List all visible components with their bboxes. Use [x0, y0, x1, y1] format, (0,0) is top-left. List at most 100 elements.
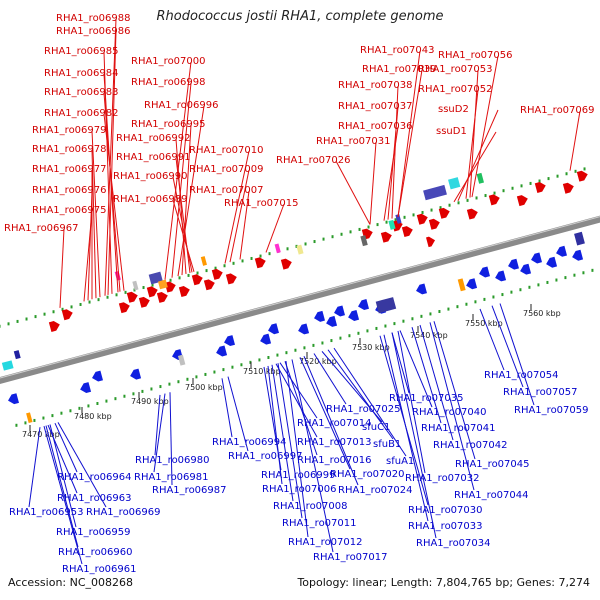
- feature-box-teal[interactable]: [388, 219, 396, 230]
- top-gene-label[interactable]: RHA1_ro06992: [116, 133, 191, 144]
- reverse-gene-arrow[interactable]: [130, 368, 142, 380]
- forward-gene-arrow[interactable]: [138, 296, 150, 308]
- forward-gene-arrow[interactable]: [146, 286, 158, 298]
- top-gene-label[interactable]: RHA1_ro07007: [189, 185, 264, 196]
- bottom-gene-label[interactable]: sfuA1: [386, 456, 414, 467]
- bottom-gene-label[interactable]: RHA1_ro07044: [454, 490, 529, 501]
- bottom-gene-label[interactable]: RHA1_ro06963: [57, 493, 132, 504]
- bottom-gene-label[interactable]: RHA1_ro07054: [484, 370, 559, 381]
- reverse-gene-arrow[interactable]: [80, 382, 92, 394]
- top-gene-label[interactable]: RHA1_ro06976: [32, 185, 107, 196]
- top-gene-label[interactable]: RHA1_ro06977: [32, 164, 107, 175]
- feature-box-purple[interactable]: [375, 297, 397, 314]
- feature-box-purple[interactable]: [423, 184, 447, 201]
- feature-box-orange[interactable]: [158, 279, 168, 290]
- top-gene-label[interactable]: ssuD2: [438, 104, 469, 115]
- top-gene-label[interactable]: RHA1_ro07056: [438, 50, 513, 61]
- reverse-gene-arrow[interactable]: [520, 263, 532, 275]
- forward-gene-arrow[interactable]: [534, 182, 546, 193]
- bottom-gene-label[interactable]: RHA1_ro06959: [56, 527, 131, 538]
- bottom-gene-label[interactable]: RHA1_ro06997: [228, 451, 303, 462]
- reverse-gene-arrow[interactable]: [572, 249, 584, 261]
- bottom-gene-label[interactable]: RHA1_ro07012: [288, 537, 363, 548]
- top-gene-label[interactable]: RHA1_ro06990: [113, 171, 188, 182]
- feature-box-grey[interactable]: [177, 354, 186, 366]
- top-gene-label[interactable]: RHA1_ro07009: [189, 164, 264, 175]
- forward-gene-arrow[interactable]: [488, 194, 500, 206]
- reverse-gene-arrow[interactable]: [466, 278, 478, 290]
- reverse-gene-arrow[interactable]: [216, 345, 228, 357]
- top-gene-label[interactable]: RHA1_ro06998: [131, 77, 206, 88]
- reverse-gene-arrow[interactable]: [298, 323, 310, 335]
- bottom-gene-label[interactable]: RHA1_ro07057: [503, 387, 578, 398]
- reverse-gene-arrow[interactable]: [358, 299, 369, 310]
- feature-box-navy[interactable]: [395, 214, 402, 224]
- forward-gene-arrow[interactable]: [225, 273, 237, 285]
- bottom-gene-label[interactable]: RHA1_ro06980: [135, 455, 210, 466]
- bottom-gene-label[interactable]: RHA1_ro06961: [62, 564, 137, 575]
- bottom-gene-label[interactable]: RHA1_ro07030: [408, 505, 483, 516]
- reverse-gene-arrow[interactable]: [495, 270, 507, 282]
- reverse-gene-arrow[interactable]: [314, 310, 325, 322]
- bottom-gene-label[interactable]: RHA1_ro06969: [86, 507, 161, 518]
- forward-gene-arrow[interactable]: [156, 291, 168, 303]
- bottom-gene-label[interactable]: RHA1_ro07024: [338, 485, 413, 496]
- forward-gene-arrow[interactable]: [576, 170, 588, 182]
- reverse-gene-arrow[interactable]: [224, 335, 235, 347]
- bottom-gene-label[interactable]: sfuC1: [362, 422, 390, 433]
- forward-gene-arrow[interactable]: [426, 236, 436, 248]
- top-gene-label[interactable]: RHA1_ro06975: [32, 205, 107, 216]
- forward-gene-arrow[interactable]: [178, 286, 190, 298]
- bottom-gene-label[interactable]: RHA1_ro07008: [273, 501, 348, 512]
- forward-gene-arrow[interactable]: [380, 231, 392, 243]
- top-gene-label[interactable]: RHA1_ro07015: [224, 198, 299, 209]
- bottom-gene-label[interactable]: RHA1_ro07040: [412, 407, 487, 418]
- bottom-gene-label[interactable]: RHA1_ro07006: [262, 484, 337, 495]
- bottom-gene-label[interactable]: RHA1_ro06981: [134, 472, 209, 483]
- bottom-gene-label[interactable]: RHA1_ro07025: [326, 404, 401, 415]
- bottom-gene-label[interactable]: RHA1_ro07020: [330, 469, 405, 480]
- bottom-gene-label[interactable]: RHA1_ro07013: [297, 437, 372, 448]
- forward-gene-arrow[interactable]: [203, 279, 215, 291]
- top-gene-label[interactable]: RHA1_ro06978: [32, 144, 107, 155]
- reverse-gene-arrow[interactable]: [508, 258, 519, 270]
- bottom-gene-label[interactable]: RHA1_ro06987: [152, 485, 227, 496]
- top-gene-label[interactable]: RHA1_ro07031: [316, 136, 391, 147]
- top-gene-label[interactable]: RHA1_ro06995: [131, 119, 206, 130]
- forward-gene-arrow[interactable]: [416, 213, 428, 225]
- forward-gene-arrow[interactable]: [562, 182, 574, 194]
- feature-box-orange[interactable]: [26, 412, 33, 424]
- forward-gene-arrow[interactable]: [48, 321, 60, 332]
- reverse-gene-arrow[interactable]: [260, 333, 272, 345]
- feature-box-orange[interactable]: [200, 256, 207, 266]
- top-gene-label[interactable]: RHA1_ro06986: [56, 26, 131, 37]
- feature-box-green[interactable]: [476, 172, 484, 184]
- feature-box-darkgrey[interactable]: [360, 235, 368, 247]
- feature-box-magenta[interactable]: [114, 270, 121, 281]
- feature-box-cyan[interactable]: [448, 177, 461, 190]
- forward-gene-arrow[interactable]: [438, 207, 450, 219]
- top-gene-label[interactable]: RHA1_ro07039: [362, 64, 437, 75]
- reverse-gene-arrow[interactable]: [326, 315, 338, 327]
- bottom-gene-label[interactable]: RHA1_ro07033: [408, 521, 483, 532]
- feature-box-navy[interactable]: [574, 231, 585, 246]
- bottom-gene-label[interactable]: RHA1_ro06964: [57, 472, 132, 483]
- feature-box-yellow[interactable]: [296, 244, 304, 255]
- top-gene-label[interactable]: RHA1_ro07036: [338, 121, 413, 132]
- forward-gene-arrow[interactable]: [254, 257, 266, 269]
- top-gene-label[interactable]: RHA1_ro06979: [32, 125, 107, 136]
- reverse-gene-arrow[interactable]: [348, 310, 360, 321]
- reverse-gene-arrow[interactable]: [556, 245, 567, 257]
- reverse-gene-arrow[interactable]: [416, 283, 427, 295]
- top-gene-label[interactable]: RHA1_ro06984: [44, 68, 119, 79]
- feature-box-grey[interactable]: [132, 280, 139, 291]
- bottom-gene-label[interactable]: RHA1_ro07017: [313, 552, 388, 563]
- top-gene-label[interactable]: RHA1_ro07053: [418, 64, 493, 75]
- bottom-gene-label[interactable]: RHA1_ro07011: [282, 518, 357, 529]
- top-gene-label[interactable]: RHA1_ro07052: [418, 84, 493, 95]
- forward-gene-arrow[interactable]: [516, 195, 528, 207]
- feature-box-cyan[interactable]: [1, 360, 14, 371]
- top-gene-label[interactable]: RHA1_ro06989: [113, 194, 188, 205]
- reverse-gene-arrow[interactable]: [8, 393, 19, 405]
